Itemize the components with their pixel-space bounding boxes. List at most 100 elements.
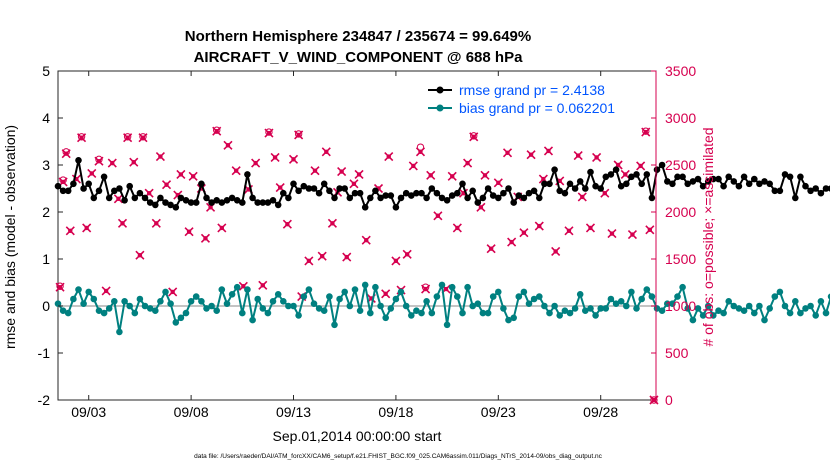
obs-assimilated-core (146, 191, 152, 196)
bias-point (525, 300, 533, 308)
rmse-point (141, 194, 149, 202)
y-right-tick-label: 2000 (665, 204, 696, 220)
obs-assimilated-point (349, 179, 359, 189)
bias-point (592, 312, 599, 319)
rmse-point (382, 192, 390, 199)
bias-point (756, 302, 763, 310)
bias-point (484, 309, 492, 317)
obs-assimilated-core (253, 160, 258, 166)
bias-point (822, 309, 830, 317)
rmse-point (300, 182, 308, 190)
rmse-point (408, 192, 415, 199)
obs-assimilated-core (103, 288, 109, 294)
rmse-point (479, 194, 487, 202)
rmse-point (295, 187, 302, 195)
bias-point (213, 307, 220, 315)
obs-assimilated-core (450, 174, 455, 179)
bias-point (305, 286, 313, 293)
obs-assimilated-core (580, 194, 585, 200)
bias-point (699, 312, 707, 319)
obs-assimilated-point (463, 158, 473, 168)
obs-assimilated-point (117, 218, 128, 228)
rmse-point (807, 187, 814, 195)
bias-point (75, 286, 82, 293)
bias-point (167, 300, 174, 308)
legend-bias-label: bias grand pr = 0.062201 (459, 100, 615, 116)
rmse-point (602, 173, 610, 181)
obs-assimilated-core (154, 221, 159, 226)
bias-point (285, 302, 292, 310)
rmse-point (418, 189, 425, 197)
bias-point (827, 293, 830, 300)
obs-assimilated-point (402, 249, 412, 259)
bias-point (633, 305, 640, 312)
obs-assimilated-core (186, 229, 192, 234)
rmse-point (628, 173, 635, 181)
rmse-point (500, 189, 507, 197)
x-tick-label: 09/28 (583, 404, 618, 420)
obs-possible-point (470, 132, 478, 140)
rmse-point (556, 187, 563, 195)
bias-point (551, 302, 558, 310)
obs-assimilated-core (203, 236, 208, 241)
y-left-tick-label: -2 (38, 392, 51, 408)
bias-point (797, 309, 804, 317)
data-file-footnote: data file: /Users/raeder/DAI/ATM_forcXX/… (194, 453, 603, 460)
bias-point (198, 298, 205, 305)
obs-assimilated-core (557, 178, 562, 184)
rmse-point (797, 173, 804, 181)
bias-point (182, 309, 190, 317)
obs-assimilated-core (418, 149, 423, 155)
obs-assimilated-core (647, 227, 653, 233)
obs-assimilated-core (630, 232, 635, 237)
rmse-point (648, 194, 656, 202)
obs-assimilated-core (312, 168, 318, 173)
rmse-point (464, 194, 471, 202)
obs-possible-point (77, 133, 86, 141)
bias-point (162, 288, 169, 296)
bias-point (653, 305, 661, 312)
bias-point (377, 302, 384, 310)
bias-point (745, 302, 753, 310)
bias-point (792, 298, 799, 305)
obs-assimilated-point (113, 194, 123, 204)
obs-assimilated-core (496, 180, 501, 186)
bias-point (433, 293, 441, 300)
obs-assimilated-point (381, 289, 391, 299)
bias-point (669, 300, 676, 308)
rmse-point (756, 180, 763, 188)
bias-point (469, 302, 477, 310)
bias-point (474, 300, 482, 308)
rmse-point (587, 168, 594, 176)
obs-assimilated-core (190, 174, 196, 179)
bias-point (402, 302, 410, 310)
rmse-point (812, 185, 819, 192)
rmse-point (679, 173, 686, 181)
obs-assimilated-core (478, 205, 484, 210)
obs-possible-point (56, 282, 64, 290)
bias-point (761, 316, 768, 324)
y-right-tick-label: 1000 (665, 298, 696, 314)
obs-assimilated-core (89, 171, 94, 176)
obs-assimilated-point (564, 226, 574, 236)
bias-point (280, 298, 287, 305)
obs-assimilated-core (339, 169, 344, 174)
bias-point (704, 302, 712, 310)
bias-point (356, 307, 364, 315)
y-left-tick-label: 3 (42, 157, 50, 173)
rmse-point (520, 194, 528, 202)
rmse-point (249, 194, 256, 202)
obs-assimilated-point (354, 169, 364, 179)
bias-point (612, 300, 620, 308)
bias-point (812, 312, 819, 319)
obs-assimilated-point (135, 250, 145, 260)
obs-assimilated-core (219, 225, 225, 231)
y-left-tick-label: 4 (42, 110, 50, 126)
obs-assimilated-point (151, 218, 161, 228)
bias-point (244, 286, 251, 293)
rmse-point (264, 199, 272, 206)
obs-assimilated-point (534, 221, 544, 231)
rmse-point (397, 194, 405, 202)
obs-assimilated-core (528, 152, 534, 157)
